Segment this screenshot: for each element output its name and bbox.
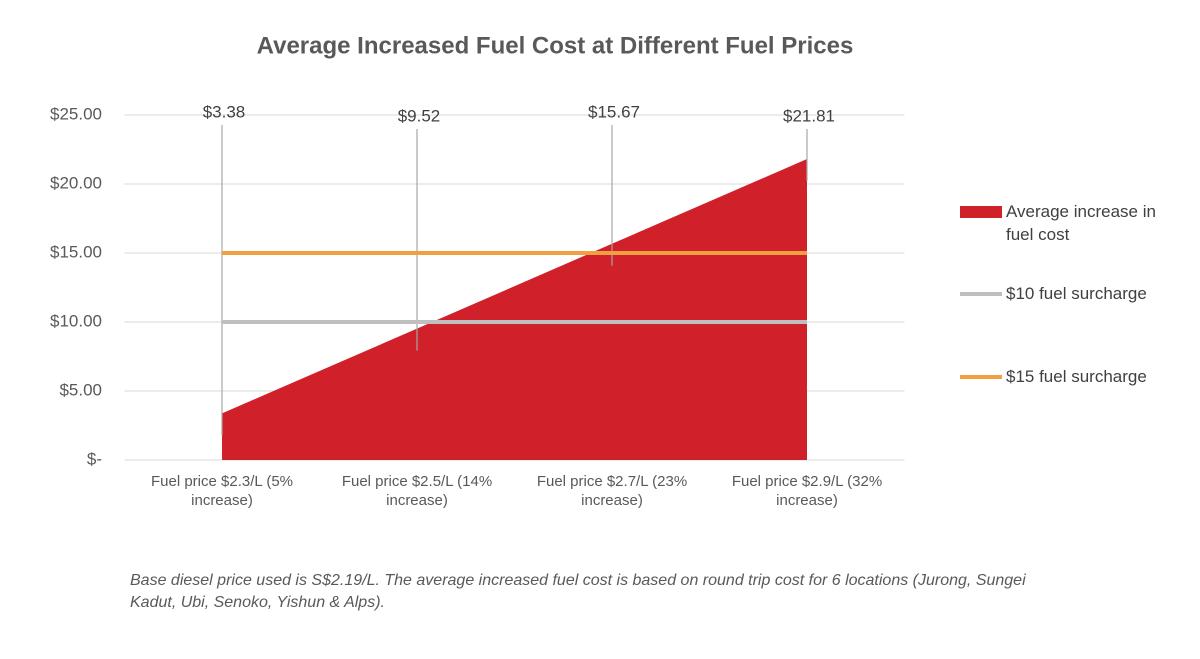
data-label: $9.52 (398, 106, 441, 125)
y-tick-label: $15.00 (50, 242, 102, 261)
y-tick-label: $5.00 (59, 380, 102, 399)
footnote: Base diesel price used is S$2.19/L. The … (130, 572, 1026, 611)
x-tick-label: Fuel price $2.5/L (14% increase) (341, 473, 493, 509)
y-tick-label: $- (87, 449, 102, 468)
data-label: $21.81 (783, 106, 835, 125)
chart-title: Average Increased Fuel Cost at Different… (257, 32, 854, 59)
x-tick-label: Fuel price $2.3/L (5% increase) (150, 473, 294, 509)
area (222, 159, 807, 460)
x-tick-label: Fuel price $2.7/L (23% increase) (536, 473, 688, 509)
legend-swatch (960, 206, 1002, 218)
legend-label: Average increase in fuel cost (1006, 202, 1156, 244)
y-tick-label: $10.00 (50, 311, 102, 330)
legend-label: $15 fuel surcharge (1006, 367, 1147, 386)
legend-label: $10 fuel surcharge (1006, 284, 1147, 303)
y-tick-label: $25.00 (50, 104, 102, 123)
x-tick-label: Fuel price $2.9/L (32% increase) (731, 473, 883, 509)
data-label: $15.67 (588, 102, 640, 121)
y-tick-label: $20.00 (50, 173, 102, 192)
data-label: $3.38 (203, 102, 246, 121)
